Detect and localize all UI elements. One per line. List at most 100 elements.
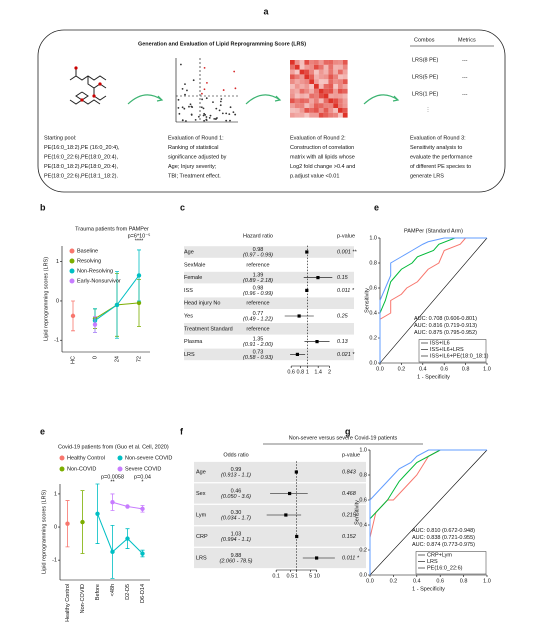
ci-text: (2.060 - 78.5) [219,558,252,564]
estimate-text: reference [246,262,269,268]
volcano-dot [229,119,231,122]
x-tick-label: 5 [309,573,312,579]
heatmap-cell [304,60,310,65]
legend-box [418,339,487,363]
heatmap-cell [342,88,348,94]
volcano-dot [201,98,204,101]
heatmap-cell [309,103,314,108]
heatmap-cell [299,79,305,84]
chart-title: PAMPer (Standard Arm) [404,228,463,234]
row-label: Age [196,469,206,475]
legend-label: Non-Resolving [77,268,113,274]
heatmap-cell [338,103,343,108]
row-label: Age [184,249,194,255]
y-tick-label: 0.6 [359,497,367,503]
y-tick-label: 0.0 [369,360,377,366]
data-point [95,511,100,516]
volcano-dot [194,119,197,121]
x-tick-label: 0.4 [419,366,427,372]
heatmap-cell [323,64,329,70]
heatmap-cell [323,84,329,89]
row-band [184,323,354,335]
heatmap-cell [304,112,310,118]
heatmap-cell [299,88,305,94]
heatmap-cell [338,84,343,89]
legend-label: Healthy Control [67,455,105,461]
heatmap-cell [309,93,314,99]
x-tick-label: 0.8 [297,369,305,375]
x-tick-label: 0.6 [287,369,295,375]
legend-label: CRP+Lym [427,552,452,558]
data-point [92,322,98,327]
x-tick-label: 0 [92,356,98,359]
volcano-dot [184,93,186,96]
x-tick-label: 10 [314,573,320,579]
heatmap-cell [328,108,334,113]
volcano-dot [192,79,195,82]
chart-title: Trauma patients from PAMPer [75,226,149,232]
heatmap-cell [323,69,329,75]
volcano-dot [177,98,180,101]
p-value: 0.001 ** [337,249,357,255]
heatmap-cell [299,84,305,89]
heatmap-cell [314,108,319,113]
heatmap-cell [294,74,300,80]
volcano-dot [234,113,237,116]
heatmap-cell [299,98,305,104]
heatmap-cell [290,60,295,65]
step-text: of different PE species to [410,164,471,170]
auc-label: AUC: 0.874 (0.773-0.975) [412,542,475,548]
ci-text: (0.58 - 0.93) [243,355,273,361]
heatmap-cell [314,69,319,75]
x-axis-label: 1 - Specificity [412,586,445,592]
step-text: Log2 fold change >0.4 and [290,164,355,170]
heatmap-cell [328,79,334,84]
ci-text: (0.89 - 2.18) [243,278,273,284]
ci-text: (0.050 - 3.6) [221,494,251,500]
p-value: 0.021 * [337,352,355,358]
volcano-dot [209,114,212,117]
x-tick-label: 0.1 [272,573,280,579]
heatmap-cell [290,98,295,104]
p-value: 0.152 [342,534,356,540]
y-axis-label: Sensitivity [354,500,360,525]
volcano-dot [186,89,188,92]
x-tick-label: 0.6 [436,578,444,584]
volcano-dot [229,106,232,109]
x-tick-label: 1.0 [483,366,491,372]
heatmap-cell [309,74,314,80]
row-label: Sex [196,491,206,497]
heatmap-cell [318,74,324,80]
volcano-dot [201,92,203,95]
estimate-text: 0.30 [231,510,242,516]
heatmap-cell [290,84,295,89]
x-tick-label: 1 [295,573,298,579]
estimate-text: 1.39 [253,272,264,278]
x-axis-label: 1 - Specificity [417,374,450,380]
step-text: Ranking of statistical [168,145,218,151]
heatmap-cell [342,69,348,75]
estimate-text: 0.77 [253,311,264,317]
estimate-point [295,534,299,539]
row-label: LRS [196,555,207,561]
ci-text: (0.96 - 0.99) [243,291,273,297]
volcano-dot [177,107,180,109]
heatmap-cell [338,88,343,94]
volcano-dot [218,109,221,112]
heatmap-cell [333,112,338,118]
row-band [184,246,354,258]
volcano-dot [205,97,208,100]
x-tick-label: D6-D14 [140,584,146,603]
p-value: 0.843 [342,469,357,475]
step-text: Evaluation of Round 2: [290,135,346,141]
x-tick-label: D2-D5 [125,584,131,600]
auc-label: AUC: 0.838 (0.721-0.955) [412,535,475,541]
data-point [136,273,142,278]
row-band [194,526,366,547]
heatmap-cell [314,88,319,94]
heatmap-cell [314,84,319,89]
step-text: PE(16:0_22:6),PE(18:0_20:4), [44,154,118,160]
heatmap-cell [323,108,329,113]
x-tick-label: 0.2 [390,578,398,584]
